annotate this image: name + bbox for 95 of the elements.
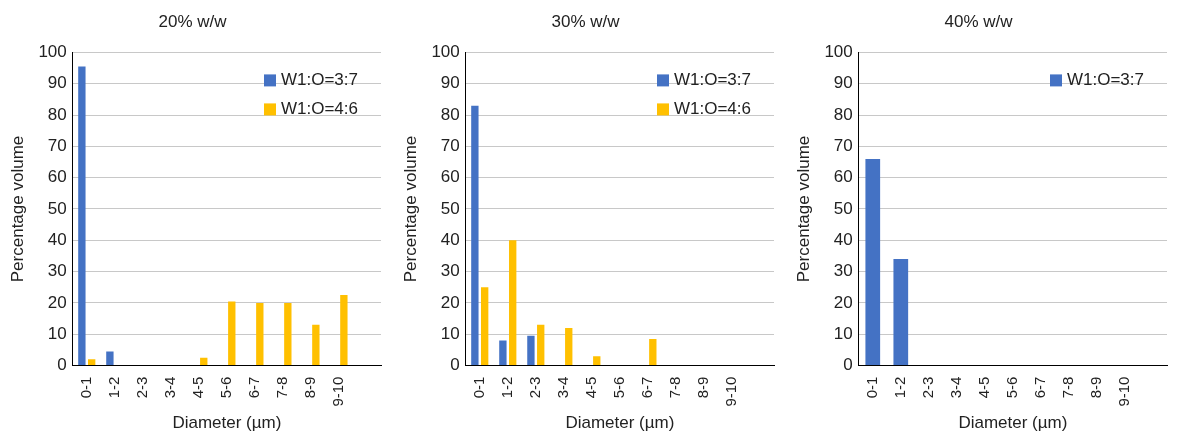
y-tick-label: 20 (440, 292, 460, 312)
x-tick-label: 6-7 (1031, 376, 1049, 399)
x-tick-label: 2-3 (918, 376, 936, 399)
y-tick-label: 50 (47, 198, 67, 218)
y-tick-label: 50 (833, 198, 853, 218)
x-axis-title: Diameter (µm) (172, 413, 282, 433)
x-tick-label: 7-8 (273, 376, 291, 399)
x-tick-label: 9-10 (722, 376, 740, 407)
x-tick-label: 5-6 (1003, 376, 1021, 399)
bar (509, 240, 517, 366)
x-tick-label: 9-10 (1115, 376, 1133, 407)
x-tick-label: 3-4 (160, 376, 178, 399)
x-tick-label: 8-9 (301, 376, 319, 399)
bar (499, 340, 507, 366)
x-tick-label: 6-7 (245, 376, 263, 399)
bar (537, 324, 545, 366)
y-tick-label: 60 (833, 167, 853, 187)
y-tick-label: 90 (47, 73, 67, 93)
x-tick-label: 8-9 (1087, 376, 1105, 399)
y-tick-label: 80 (440, 104, 460, 124)
y-tick-label: 40 (440, 229, 460, 249)
x-tick-label: 2-3 (525, 376, 543, 399)
x-tick-label: 5-6 (217, 376, 235, 399)
x-tick-label: 0-1 (862, 376, 880, 399)
y-tick-label: 0 (843, 355, 853, 375)
x-tick-label: 1-2 (497, 376, 515, 399)
legend-label: W1:O=4:6 (280, 99, 359, 119)
bar (200, 357, 208, 366)
y-tick-label: 40 (47, 229, 67, 249)
y-tick-label: 0 (57, 355, 67, 375)
chart-title: 30% w/w (551, 11, 621, 31)
bar (565, 328, 573, 366)
y-tick-label: 10 (47, 323, 67, 343)
x-tick-label: 3-4 (553, 376, 571, 399)
x-axis-title: Diameter (µm) (958, 413, 1068, 433)
y-axis-title: Percentage volume (793, 135, 813, 283)
y-tick-label: 30 (833, 261, 853, 281)
y-tick-label: 30 (47, 261, 67, 281)
y-tick-label: 80 (47, 104, 67, 124)
x-tick-label: 0-1 (469, 376, 487, 399)
y-tick-label: 100 (824, 42, 853, 62)
legend-label: W1:O=4:6 (673, 99, 752, 119)
legend-label: W1:O=3:7 (280, 70, 359, 90)
x-tick-label: 5-6 (610, 376, 628, 399)
x-tick-label: 7-8 (1059, 376, 1077, 399)
bar (284, 302, 292, 366)
y-tick-label: 50 (440, 198, 460, 218)
y-tick-label: 70 (47, 136, 67, 156)
chart-title: 20% w/w (158, 11, 228, 31)
bar (88, 359, 96, 366)
x-tick-label: 9-10 (329, 376, 347, 407)
x-tick-label: 4-5 (975, 376, 992, 399)
y-tick-label: 80 (833, 104, 853, 124)
bar (649, 338, 657, 366)
bar (340, 295, 348, 366)
bar (471, 105, 479, 366)
y-tick-label: 0 (450, 355, 460, 375)
y-tick-label: 60 (440, 167, 460, 187)
bar (256, 302, 264, 366)
y-tick-label: 10 (833, 323, 853, 343)
y-tick-label: 70 (440, 136, 460, 156)
y-tick-label: 90 (833, 73, 853, 93)
bar (593, 356, 601, 366)
chart-title: 40% w/w (944, 11, 1014, 31)
y-tick-label: 20 (47, 292, 67, 312)
x-tick-label: 2-3 (132, 376, 150, 399)
y-tick-label: 60 (47, 167, 67, 187)
y-tick-label: 70 (833, 136, 853, 156)
y-tick-label: 90 (440, 73, 460, 93)
y-tick-label: 100 (38, 42, 67, 62)
x-tick-label: 6-7 (638, 376, 656, 399)
y-axis-title: Percentage volume (400, 135, 420, 283)
y-tick-label: 40 (833, 229, 853, 249)
x-tick-label: 7-8 (666, 376, 684, 399)
y-tick-label: 20 (833, 292, 853, 312)
bar (228, 301, 236, 366)
legend-label: W1:O=3:7 (1066, 70, 1145, 90)
bar (312, 324, 320, 366)
bar (481, 287, 489, 366)
x-tick-label: 1-2 (890, 376, 908, 399)
x-tick-label: 8-9 (694, 376, 712, 399)
legend-label: W1:O=3:7 (673, 70, 752, 90)
y-tick-label: 10 (440, 323, 460, 343)
bar (78, 66, 86, 366)
y-tick-label: 100 (431, 42, 460, 62)
bar (527, 335, 535, 366)
x-tick-label: 3-4 (946, 376, 964, 399)
bar (106, 351, 114, 366)
x-tick-label: 4-5 (189, 376, 206, 399)
x-tick-label: 1-2 (104, 376, 122, 399)
y-tick-label: 30 (440, 261, 460, 281)
x-axis-title: Diameter (µm) (565, 413, 675, 433)
y-axis-title: Percentage volume (7, 135, 27, 283)
x-tick-label: 0-1 (76, 376, 94, 399)
x-tick-label: 4-5 (582, 376, 599, 399)
